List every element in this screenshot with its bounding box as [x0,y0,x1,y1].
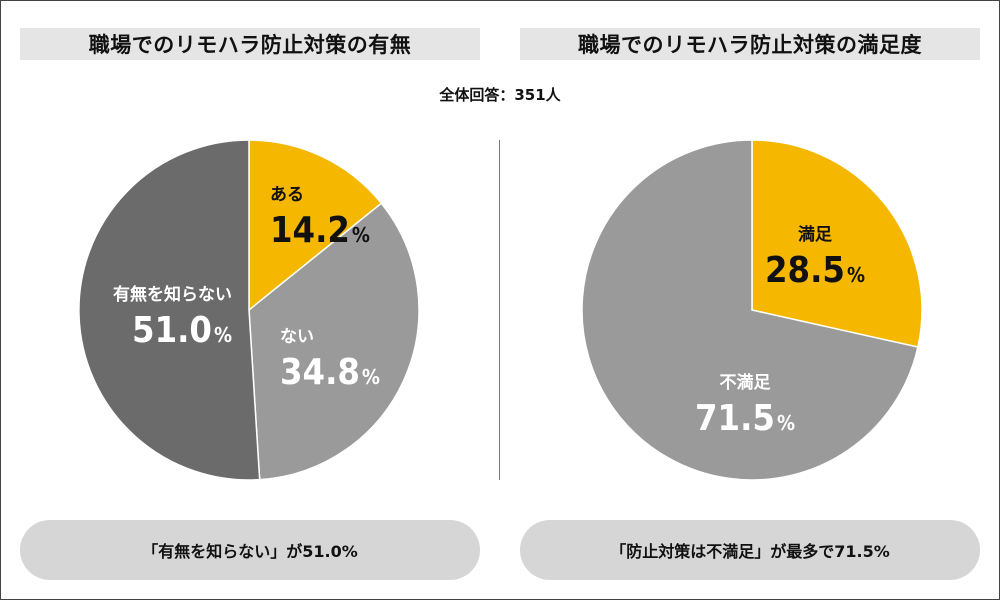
left-summary-pill: 「有無を知らない」が51.0% [20,520,480,580]
pie-0-slice-2 [78,139,261,481]
left-chart-title: 職場でのリモハラ防止対策の有無 [20,28,480,60]
right-summary-pill: 「防止対策は不満足」が最多で71.5% [520,520,980,580]
pie-0-slice-1-value: 34.8% [280,352,380,393]
pie-1-slice-0 [751,139,923,348]
pie-1-slice-1-label: 不満足 [720,372,771,393]
pie-0-slice-1 [248,202,420,481]
pie-0-slice-0-value: 14.2% [270,210,370,251]
respondent-count: 全体回答：351人 [439,86,561,104]
pie-0-slice-1-label: ない [280,327,314,347]
pie-0-slice-2-label: 有無を知らない [113,284,232,305]
right-chart-title: 職場でのリモハラ防止対策の満足度 [520,28,980,60]
pie-0-slice-0 [248,139,383,312]
pie-0-slice-0-label: ある [270,185,304,205]
pie-1-slice-1-value: 71.5% [695,398,795,439]
pie-1-slice-0-label: 満足 [798,224,832,245]
chart-divider [499,140,500,480]
pie-1-slice-0-value: 28.5% [765,250,865,291]
pie-0-slice-2-value: 51.0% [132,310,232,351]
pie-1-slice-1 [581,139,919,481]
